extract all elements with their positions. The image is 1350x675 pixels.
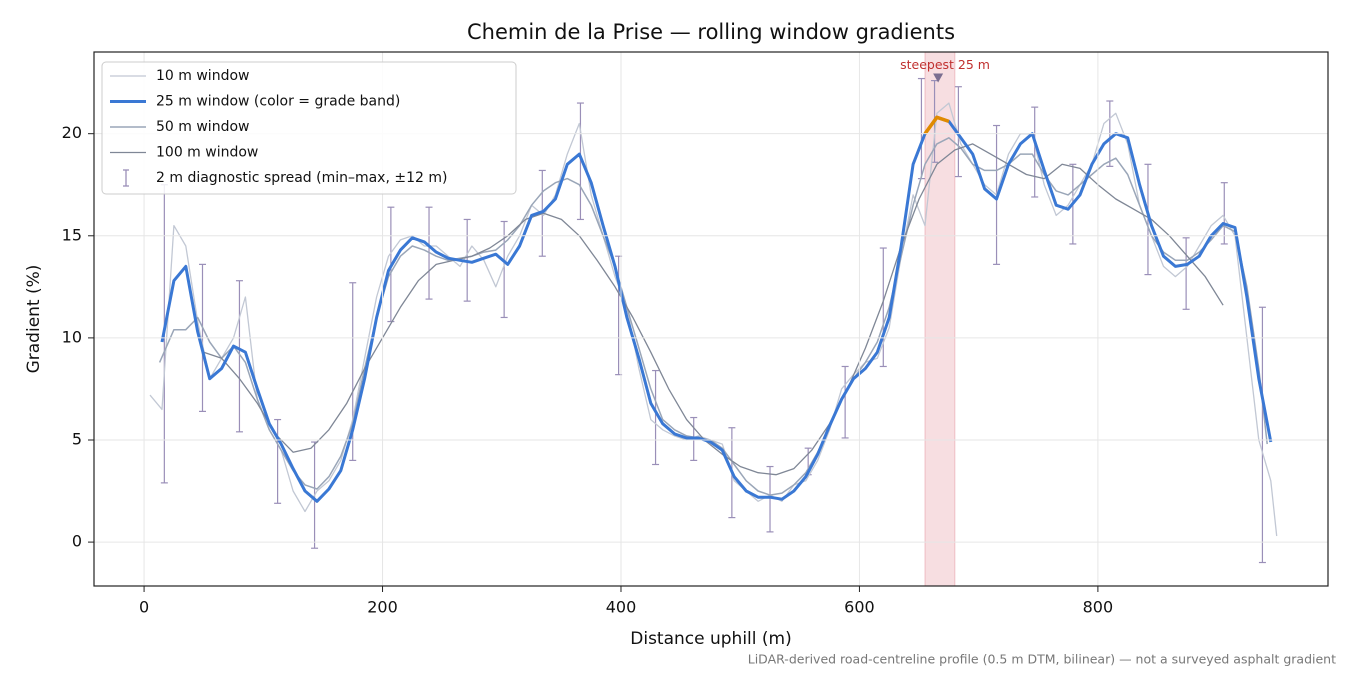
x-tick-label: 400	[606, 598, 637, 617]
annotation-marker	[933, 73, 944, 83]
y-tick-label: 15	[62, 225, 82, 244]
legend-label: 25 m window (color = grade band)	[156, 94, 400, 110]
x-tick-label: 200	[367, 598, 398, 617]
x-tick-label: 800	[1083, 598, 1114, 617]
legend-label: 10 m window	[156, 68, 249, 84]
footnote: LiDAR-derived road-centreline profile (0…	[748, 652, 1336, 667]
highlight-span	[924, 52, 956, 586]
y-tick-label: 5	[72, 429, 82, 448]
legend-label: 100 m window	[156, 145, 258, 161]
series-line	[160, 115, 1273, 503]
plot-frame	[93, 51, 1329, 587]
grade-band-segment	[923, 115, 950, 135]
legend-box	[101, 61, 517, 195]
y-tick-label: 0	[72, 532, 82, 551]
legend-label: 50 m window	[156, 119, 249, 135]
series-line	[203, 143, 1224, 476]
y-tick-label: 20	[62, 123, 82, 142]
y-tick-label: 10	[62, 327, 82, 346]
x-tick-label: 600	[844, 598, 875, 617]
annotation: steepest 25 m	[900, 57, 990, 72]
x-tick-label: 0	[139, 598, 149, 617]
series-line	[149, 102, 1278, 537]
legend-label: 2 m diagnostic spread (min–max, ±12 m)	[156, 170, 447, 186]
chart-title: Chemin de la Prise — rolling window grad…	[467, 20, 955, 44]
y-axis-label: Gradient (%)	[24, 265, 44, 374]
x-axis-label: Distance uphill (m)	[630, 629, 791, 649]
